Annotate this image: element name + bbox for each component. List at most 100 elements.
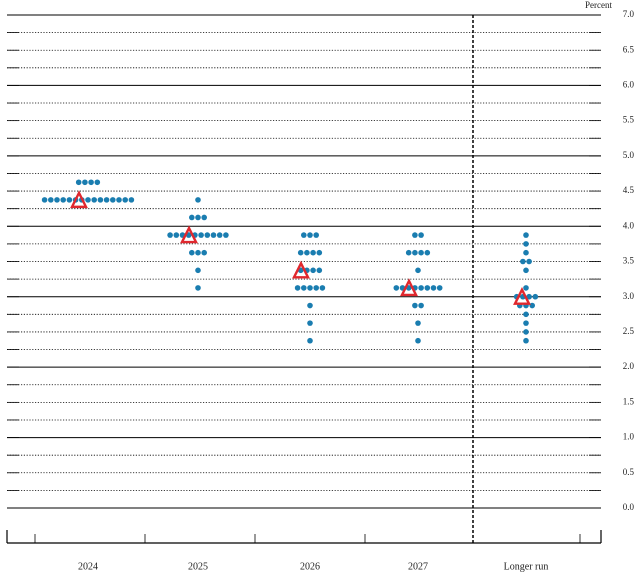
dot xyxy=(307,285,313,291)
dot xyxy=(418,249,424,256)
y-tick-label: 2.0 xyxy=(623,361,635,371)
dot xyxy=(82,179,88,186)
dot xyxy=(301,232,307,238)
y-tick-label: 0.0 xyxy=(623,502,635,512)
dot xyxy=(195,197,201,203)
dot xyxy=(307,320,313,326)
dot xyxy=(310,267,316,274)
dot xyxy=(523,329,529,335)
dot xyxy=(110,197,116,203)
dot xyxy=(210,232,217,238)
y-tick-label: 1.0 xyxy=(623,432,635,442)
dot xyxy=(313,285,320,291)
dot xyxy=(304,249,310,256)
y-tick-label: 3.5 xyxy=(623,256,635,266)
dot xyxy=(313,232,320,238)
y-axis-label: Percent xyxy=(585,0,612,10)
dot xyxy=(223,232,229,238)
y-tick-label: 4.5 xyxy=(623,185,635,195)
dot xyxy=(532,293,539,300)
y-tick-label: 4.0 xyxy=(623,220,635,230)
dot xyxy=(307,302,313,309)
dot xyxy=(316,249,323,256)
dot xyxy=(216,232,223,238)
dot xyxy=(201,249,207,256)
dot xyxy=(48,197,54,203)
x-tick-label: Longer run xyxy=(504,561,549,572)
dot xyxy=(523,267,529,274)
y-tick-label: 1.5 xyxy=(623,396,635,406)
dot xyxy=(316,267,323,274)
y-tick-label: 6.5 xyxy=(623,44,635,54)
dot xyxy=(66,197,73,203)
dot xyxy=(189,249,195,256)
dot xyxy=(54,197,60,203)
dot xyxy=(41,197,48,203)
dot xyxy=(523,337,529,344)
dot xyxy=(520,258,526,265)
x-tick-label: 2025 xyxy=(188,561,208,572)
median-marker xyxy=(400,278,418,297)
dot xyxy=(167,232,173,238)
y-tick-label: 2.5 xyxy=(623,326,635,336)
dot xyxy=(526,258,532,265)
dot xyxy=(85,197,91,203)
y-tick-label: 5.5 xyxy=(623,115,635,125)
dot xyxy=(128,197,135,203)
dot xyxy=(424,285,431,291)
dot xyxy=(526,293,532,300)
y-tick-label: 3.0 xyxy=(623,291,635,301)
dot xyxy=(393,285,400,291)
y-tick-label: 6.0 xyxy=(623,79,635,89)
dot xyxy=(310,249,316,256)
x-tick-label: 2026 xyxy=(300,561,320,572)
dot xyxy=(94,179,101,186)
dot xyxy=(405,249,412,256)
dot xyxy=(319,285,326,291)
dot xyxy=(523,285,529,291)
dot xyxy=(189,214,195,221)
dot xyxy=(88,179,94,186)
dot xyxy=(412,302,418,309)
x-tick-label: 2024 xyxy=(78,561,98,572)
y-tick-label: 5.0 xyxy=(623,150,635,160)
dot xyxy=(523,249,529,256)
dot xyxy=(523,241,529,247)
dot xyxy=(412,249,418,256)
dot xyxy=(97,197,104,203)
median-marker xyxy=(180,225,198,244)
dot xyxy=(75,179,82,186)
dot xyxy=(103,197,110,203)
dot xyxy=(418,285,424,291)
dot xyxy=(91,197,97,203)
dot xyxy=(523,320,529,326)
dot xyxy=(195,285,201,291)
median-marker xyxy=(292,260,310,279)
dot xyxy=(424,249,431,256)
dot xyxy=(198,232,204,238)
dot xyxy=(116,197,122,203)
dot xyxy=(415,320,421,326)
dot xyxy=(412,232,418,238)
dot xyxy=(195,214,201,221)
dot xyxy=(415,267,421,274)
dot xyxy=(195,267,201,274)
dot xyxy=(201,214,207,221)
median-marker xyxy=(513,287,531,305)
dot xyxy=(307,337,313,344)
dot xyxy=(122,197,128,203)
dot xyxy=(307,232,313,238)
dot xyxy=(294,285,301,291)
dot xyxy=(529,302,535,309)
dot xyxy=(195,249,201,256)
y-tick-label: 0.5 xyxy=(623,467,635,477)
median-marker xyxy=(70,190,88,209)
y-tick-label: 7.0 xyxy=(623,9,635,19)
dot xyxy=(60,197,66,203)
dot xyxy=(430,285,437,291)
dot xyxy=(418,232,424,238)
dot xyxy=(204,232,211,238)
dot xyxy=(523,232,529,238)
dot xyxy=(301,285,307,291)
